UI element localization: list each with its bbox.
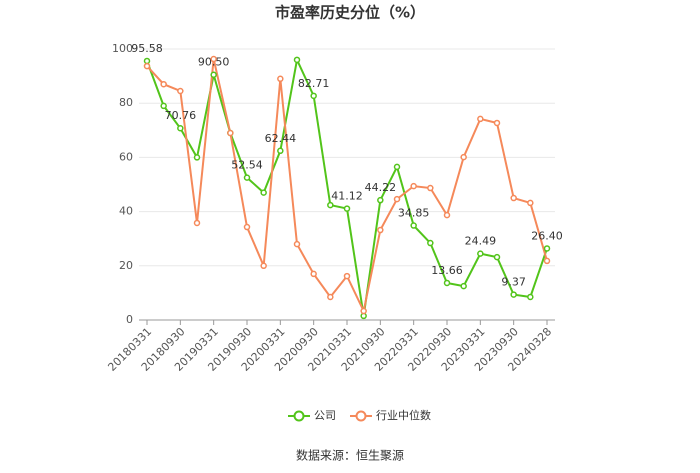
- data-point: [243, 223, 251, 231]
- legend-label: 公司: [314, 409, 336, 422]
- data-point: [193, 219, 201, 227]
- y-tick-label: 40: [119, 205, 133, 218]
- data-point: [410, 222, 417, 229]
- data-point: [510, 291, 517, 298]
- y-tick-label: 20: [119, 259, 133, 272]
- data-point: [143, 57, 151, 65]
- data-label: 9.37: [501, 276, 526, 289]
- data-point: [310, 92, 317, 100]
- data-point: [293, 56, 301, 64]
- y-tick-label: 100: [112, 42, 133, 55]
- data-point: [377, 196, 384, 204]
- data-point: [460, 282, 467, 290]
- data-point: [293, 240, 301, 248]
- legend-item[interactable]: 公司: [288, 409, 336, 422]
- source-note: 数据来源：恒生聚源: [296, 448, 404, 463]
- data-point: [443, 279, 451, 287]
- data-point: [277, 75, 284, 83]
- data-point: [393, 195, 401, 203]
- data-point: [210, 71, 217, 78]
- data-point: [177, 124, 184, 132]
- data-point: [343, 272, 351, 280]
- legend-marker: [293, 410, 305, 422]
- legend-item[interactable]: 行业中位数: [350, 408, 431, 422]
- data-point: [460, 153, 467, 161]
- y-tick-label: 80: [119, 96, 133, 109]
- data-point: [243, 174, 251, 181]
- data-point: [277, 147, 284, 155]
- data-label: 26.40: [531, 229, 563, 242]
- data-point: [310, 270, 317, 278]
- data-point: [393, 163, 401, 171]
- data-point: [260, 189, 267, 196]
- y-tick-label: 60: [119, 150, 133, 163]
- data-point: [160, 102, 167, 110]
- data-point: [510, 194, 517, 202]
- data-point: [493, 119, 501, 127]
- data-point: [427, 184, 434, 192]
- data-point: [377, 226, 384, 234]
- data-point: [327, 201, 334, 209]
- data-label: 44.22: [365, 181, 397, 194]
- data-point: [193, 154, 201, 161]
- data-point: [177, 87, 184, 95]
- data-point: [160, 80, 167, 88]
- data-label: 82.71: [298, 77, 330, 90]
- data-point: [493, 253, 501, 261]
- data-point: [410, 182, 417, 190]
- chart-title: 市盈率历史分位（%）: [275, 4, 425, 22]
- data-point: [477, 250, 484, 257]
- data-point: [343, 205, 351, 212]
- data-label: 70.76: [165, 109, 197, 122]
- data-point: [210, 55, 217, 63]
- legend-marker: [355, 410, 367, 422]
- data-label: 52.54: [231, 159, 263, 172]
- data-point: [227, 129, 234, 137]
- data-point: [527, 293, 534, 301]
- data-label: 95.58: [131, 42, 163, 55]
- data-point: [543, 245, 551, 252]
- data-label: 24.49: [465, 235, 497, 248]
- data-label: 41.12: [331, 190, 363, 203]
- data-point: [360, 307, 367, 315]
- data-point: [543, 257, 551, 265]
- data-label: 34.85: [398, 207, 430, 220]
- data-label: 13.66: [431, 264, 463, 277]
- data-point: [143, 62, 151, 70]
- data-point: [260, 262, 267, 270]
- data-point: [427, 239, 434, 247]
- legend-label: 行业中位数: [376, 408, 431, 422]
- y-tick-label: 0: [126, 313, 133, 326]
- data-point: [327, 293, 334, 301]
- data-label: 62.44: [265, 132, 297, 145]
- data-point: [477, 115, 484, 123]
- data-point: [527, 199, 534, 207]
- data-point: [443, 211, 451, 219]
